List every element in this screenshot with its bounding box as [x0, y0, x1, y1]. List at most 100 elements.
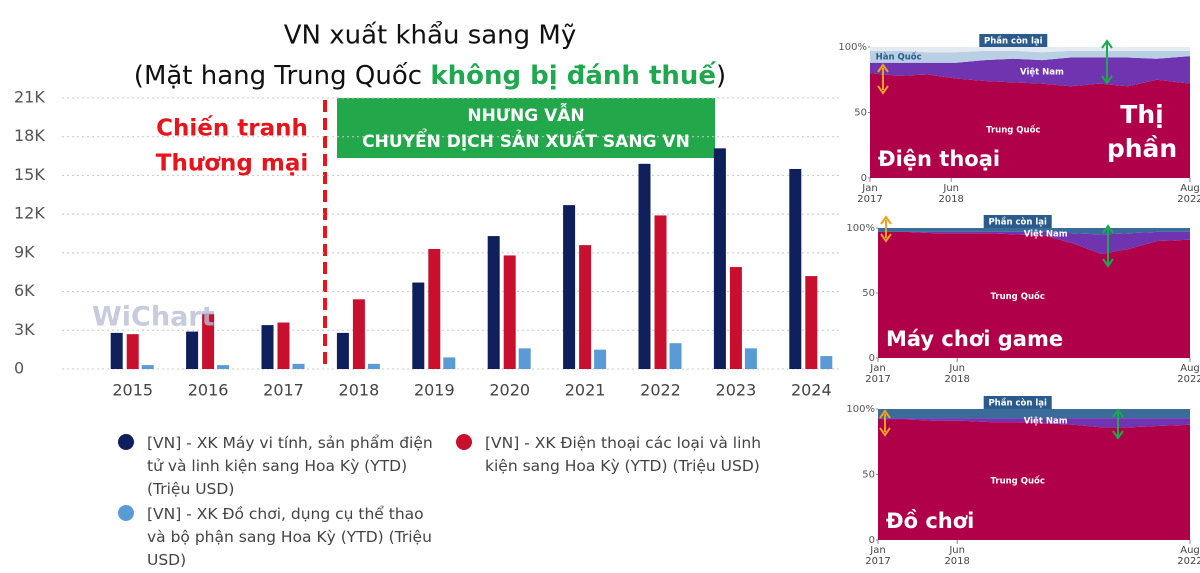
bar: [277, 322, 290, 369]
y-tick-label: 50: [862, 288, 875, 299]
legend-label: [VN] - XK Điện thoại các loại và linh ki…: [485, 434, 762, 475]
x-tick-label: Jan 2017: [865, 363, 890, 385]
annotation: CHUYỂN DỊCH SẢN XUẤT SANG VN: [362, 127, 690, 152]
series-label: Trung Quốc: [986, 125, 1040, 136]
annotation: Thương mại: [156, 151, 308, 177]
bar: [654, 215, 667, 369]
bar: [744, 348, 757, 369]
x-tick-label: 2024: [791, 381, 832, 400]
y-tick-label: 50: [854, 108, 867, 119]
label-box: [979, 34, 1048, 47]
series-label: Phần còn lại: [984, 36, 1043, 47]
watermark: WiChart: [92, 302, 215, 333]
annotation: Chiến tranh: [156, 115, 308, 142]
series-label: Việt Nam: [1020, 67, 1064, 77]
y-tick-label: 6K: [14, 281, 35, 300]
bar: [805, 276, 818, 369]
area: [878, 409, 1190, 419]
bar: [126, 334, 139, 369]
x-tick-label: Aug 2022: [1177, 545, 1200, 567]
series-label: Phần còn lại: [988, 398, 1047, 409]
subtitle-part: không bị đánh thuế: [430, 60, 716, 91]
subtitle-part: ): [716, 61, 726, 91]
annotation: Thị: [1120, 100, 1163, 129]
x-tick-label: 2019: [414, 381, 455, 400]
y-tick-label: 0: [869, 535, 875, 546]
legend-marker: [118, 505, 134, 521]
x-tick-label: Aug 2022: [1177, 183, 1200, 205]
x-tick-label: 2022: [640, 381, 681, 400]
annotation: phần: [1107, 134, 1177, 163]
area-chart: Trung Quốc Việt Nam Hàn Quốc Phần còn lại 0 5…: [838, 34, 1200, 205]
subtitle-part: (Mặt hang Trung Quốc: [134, 61, 431, 91]
x-tick-label: Jan 2017: [857, 183, 882, 205]
area: [870, 50, 1190, 63]
series-label: Trung Quốc: [991, 476, 1045, 487]
bar: [563, 205, 576, 369]
bar: [518, 348, 531, 369]
bar: [789, 168, 802, 369]
bar: [713, 148, 726, 369]
label-box: [983, 215, 1052, 228]
y-tick-label: 15K: [14, 165, 45, 184]
bar: [729, 267, 742, 369]
area: [878, 418, 1190, 428]
x-tick-label: 2015: [112, 381, 153, 400]
legend-marker: [118, 434, 134, 450]
series-label: Hàn Quốc: [876, 51, 922, 62]
bar: [443, 357, 456, 369]
area: [878, 231, 1190, 358]
y-tick-label: 18K: [14, 126, 45, 145]
bar-chart: 0 3K 6K 9K 12K 15K 18K 21K 2015 2016 2017 2018 2019 2…: [14, 88, 842, 521]
annotation-box: [337, 98, 715, 158]
arrows: [877, 39, 1124, 440]
y-tick-label: 50: [862, 470, 875, 481]
bar: [412, 282, 425, 369]
bar: [336, 332, 349, 369]
bar: [669, 343, 682, 369]
y-tick-label: 21K: [14, 88, 45, 107]
bar: [352, 299, 365, 369]
annotation: NHƯNG VẪN: [467, 101, 584, 126]
area: [878, 419, 1190, 540]
bar: [638, 163, 651, 369]
panel-label: Đồ chơi: [886, 509, 974, 533]
bar: [367, 363, 380, 369]
legend-marker: [456, 434, 472, 450]
panel-label: Máy chơi game: [886, 327, 1063, 351]
bar: [503, 255, 516, 369]
bar: [141, 365, 154, 369]
series-label: Việt Nam: [1024, 229, 1068, 239]
area: [870, 73, 1190, 178]
x-tick-label: 2021: [565, 381, 606, 400]
bar: [820, 356, 833, 369]
y-tick-label: 100%: [846, 223, 875, 234]
bar: [110, 332, 123, 369]
bar: [579, 245, 592, 369]
panel-label: Điện thoại: [878, 147, 1000, 171]
y-tick-label: 100%: [846, 404, 875, 415]
bar: [186, 331, 199, 369]
area: [878, 231, 1190, 254]
bar: [261, 325, 274, 369]
series-label: Phần còn lại: [988, 217, 1047, 228]
bar: [487, 236, 500, 369]
x-tick-label: Jan 2017: [865, 545, 890, 567]
y-tick-label: 3K: [14, 320, 35, 339]
label-box: [983, 396, 1052, 409]
bar: [292, 363, 305, 369]
chart-subtitle: (Mặt hang Trung Quốc không bị đánh thuế): [134, 60, 726, 91]
y-tick-label: 100%: [838, 42, 867, 53]
y-tick-label: 0: [861, 173, 867, 184]
legend-label: [VN] - XK Đồ chơi, dụng cụ thể thao và b…: [147, 505, 432, 569]
chart-title: VN xuất khẩu sang Mỹ: [284, 20, 577, 51]
legend-label: [VN] - XK Máy vi tính, sản phẩm điện tử …: [147, 434, 433, 498]
series-label: Trung Quốc: [991, 291, 1045, 302]
x-tick-label: 2023: [716, 381, 757, 400]
area: [870, 47, 1190, 53]
x-tick-label: Aug 2022: [1177, 363, 1200, 385]
x-tick-label: 2016: [188, 381, 229, 400]
